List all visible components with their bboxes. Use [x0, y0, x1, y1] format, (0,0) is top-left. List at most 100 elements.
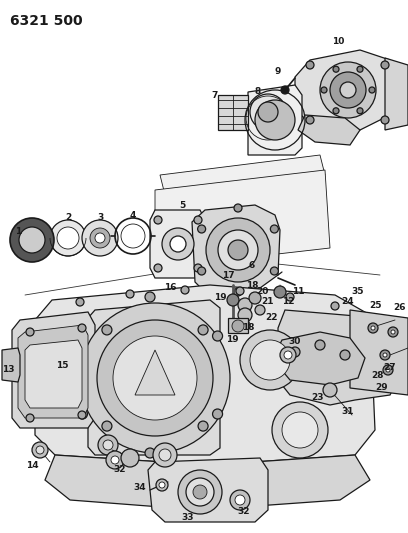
Circle shape [286, 293, 294, 301]
Circle shape [126, 290, 134, 298]
Circle shape [330, 72, 366, 108]
Text: 30: 30 [289, 337, 301, 346]
Circle shape [85, 310, 215, 440]
Text: 15: 15 [56, 360, 68, 369]
Text: 10: 10 [332, 37, 344, 46]
Text: 19: 19 [226, 335, 238, 344]
Circle shape [323, 383, 337, 397]
Text: 18: 18 [246, 281, 258, 290]
Text: 24: 24 [341, 297, 354, 306]
Circle shape [234, 204, 242, 212]
Polygon shape [35, 285, 375, 465]
Circle shape [194, 264, 202, 272]
Text: 13: 13 [2, 366, 14, 375]
Text: 7: 7 [212, 92, 218, 101]
Circle shape [386, 368, 390, 372]
Circle shape [258, 102, 278, 122]
Circle shape [193, 485, 207, 499]
Circle shape [26, 414, 34, 422]
Circle shape [381, 116, 389, 124]
Circle shape [321, 87, 327, 93]
Text: 14: 14 [26, 461, 38, 470]
Circle shape [156, 479, 168, 491]
Polygon shape [135, 350, 175, 395]
Circle shape [50, 220, 86, 256]
Circle shape [371, 326, 375, 330]
Circle shape [340, 82, 356, 98]
Text: 5: 5 [179, 200, 185, 209]
Circle shape [206, 218, 270, 282]
Circle shape [271, 225, 278, 233]
Circle shape [19, 227, 45, 253]
Text: 17: 17 [222, 271, 234, 279]
Circle shape [240, 330, 300, 390]
Circle shape [250, 340, 290, 380]
Circle shape [213, 331, 222, 341]
Polygon shape [275, 332, 365, 385]
Circle shape [98, 435, 118, 455]
Polygon shape [18, 325, 88, 418]
Circle shape [153, 443, 177, 467]
Circle shape [232, 320, 244, 332]
Text: 2: 2 [65, 214, 71, 222]
Circle shape [78, 409, 87, 419]
Polygon shape [160, 155, 325, 195]
Polygon shape [248, 85, 302, 155]
Circle shape [194, 216, 202, 224]
Circle shape [57, 227, 79, 249]
Circle shape [331, 302, 339, 310]
Circle shape [162, 228, 194, 260]
Circle shape [255, 100, 295, 140]
Circle shape [170, 236, 186, 252]
Circle shape [315, 340, 325, 350]
Circle shape [102, 325, 112, 335]
Polygon shape [148, 458, 268, 522]
Circle shape [198, 325, 208, 335]
Circle shape [238, 298, 252, 312]
Text: 27: 27 [384, 364, 396, 373]
Polygon shape [150, 210, 205, 278]
Circle shape [281, 86, 289, 94]
Text: 25: 25 [369, 301, 381, 310]
Text: 34: 34 [134, 483, 146, 492]
Circle shape [78, 331, 87, 341]
Text: 18: 18 [242, 324, 254, 333]
Circle shape [113, 336, 197, 420]
Circle shape [159, 449, 171, 461]
Circle shape [186, 478, 214, 506]
Circle shape [357, 66, 363, 72]
Polygon shape [298, 115, 360, 145]
Polygon shape [295, 50, 395, 130]
Circle shape [230, 490, 250, 510]
Text: 16: 16 [164, 282, 176, 292]
Circle shape [255, 305, 265, 315]
Circle shape [272, 402, 328, 458]
Text: 21: 21 [262, 297, 274, 306]
Circle shape [383, 365, 393, 375]
Circle shape [32, 442, 48, 458]
Text: 23: 23 [312, 393, 324, 402]
Circle shape [197, 267, 206, 275]
Text: 22: 22 [266, 313, 278, 322]
Polygon shape [2, 348, 20, 382]
Circle shape [100, 325, 200, 425]
Circle shape [36, 446, 44, 454]
Circle shape [102, 421, 112, 431]
Text: 12: 12 [282, 297, 294, 306]
Text: 26: 26 [394, 303, 406, 312]
Circle shape [236, 287, 244, 295]
Text: 35: 35 [352, 287, 364, 296]
Circle shape [76, 298, 84, 306]
Circle shape [78, 411, 86, 419]
Circle shape [80, 303, 230, 453]
Circle shape [227, 294, 239, 306]
Circle shape [282, 412, 318, 448]
Text: 20: 20 [256, 287, 268, 296]
Circle shape [228, 240, 248, 260]
Circle shape [333, 66, 339, 72]
Circle shape [388, 327, 398, 337]
Circle shape [10, 218, 54, 262]
Text: 8: 8 [255, 87, 261, 96]
Text: 6321 500: 6321 500 [10, 14, 83, 28]
Text: 28: 28 [372, 370, 384, 379]
